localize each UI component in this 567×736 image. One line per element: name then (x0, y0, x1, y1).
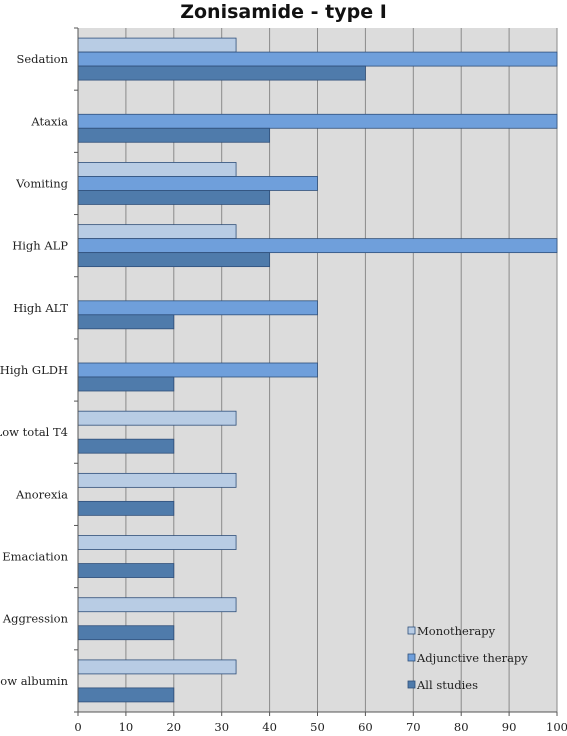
x-tick-label: 10 (119, 720, 134, 734)
bar-all-studies (77, 127, 271, 143)
bar-all-studies (77, 376, 175, 392)
x-tick-label: 40 (262, 720, 277, 734)
legend-swatch (407, 653, 416, 662)
bar-all-studies (77, 190, 271, 205)
bar-adjunctive-therapy (77, 300, 318, 316)
bar-all-studies (77, 687, 175, 703)
category-label: High GLDH (0, 363, 68, 377)
bar-monotherapy (77, 659, 237, 675)
category-label: Vomiting (15, 176, 68, 190)
legend-label: Adjunctive therapy (416, 651, 528, 665)
bar-adjunctive-therapy (77, 176, 318, 191)
legend-swatch (407, 626, 416, 635)
legend: Monotherapy Adjunctive therapy All studies (407, 624, 528, 692)
bar-adjunctive-therapy (77, 238, 558, 254)
bar-monotherapy (77, 535, 237, 550)
category-label: Anorexia (15, 487, 68, 501)
x-tick-label: 30 (214, 720, 229, 734)
bar-all-studies (77, 563, 175, 578)
bar-monotherapy (77, 162, 237, 177)
category-label: High ALT (13, 301, 68, 315)
x-tick-label: 20 (166, 720, 181, 734)
x-axis: 0 10 20 30 40 50 60 70 80 90 100 (74, 27, 567, 734)
chart-title: Zonisamide - type I (180, 1, 387, 23)
category-label: Low total T4 (0, 425, 68, 439)
bar-adjunctive-therapy (77, 113, 558, 129)
category-label: Ataxia (30, 114, 68, 128)
bar-all-studies (77, 500, 175, 516)
bar-adjunctive-therapy (77, 51, 558, 67)
category-label: Low albumin (0, 674, 69, 688)
x-tick-label: 90 (502, 720, 517, 734)
category-label: High ALP (12, 239, 68, 253)
bars (77, 37, 558, 703)
x-tick-label: 70 (406, 720, 421, 734)
x-tick-label: 80 (454, 720, 469, 734)
bar-all-studies (77, 625, 175, 641)
bar-monotherapy (77, 224, 237, 240)
category-label: Sedation (16, 52, 68, 66)
bar-monotherapy (77, 37, 237, 53)
bar-monotherapy (77, 597, 237, 613)
x-tick-label: 0 (74, 720, 81, 734)
category-label: Aggression (2, 612, 69, 626)
x-tick-label: 100 (546, 720, 567, 734)
bar-all-studies (77, 438, 175, 454)
bar-all-studies (77, 314, 175, 330)
bar-adjunctive-therapy (77, 362, 318, 378)
x-tick-label: 50 (310, 720, 325, 734)
bar-monotherapy (77, 410, 237, 426)
legend-swatch (407, 680, 416, 689)
legend-label: All studies (416, 678, 478, 692)
x-tick-label: 60 (358, 720, 373, 734)
bar-monotherapy (77, 472, 237, 488)
legend-label: Monotherapy (417, 624, 496, 638)
bar-all-studies (77, 252, 271, 268)
category-label: Emaciation (2, 550, 68, 564)
category-labels: Sedation Ataxia Vomiting High ALP High ALT Hi… (0, 52, 69, 688)
bar-all-studies (77, 65, 366, 81)
